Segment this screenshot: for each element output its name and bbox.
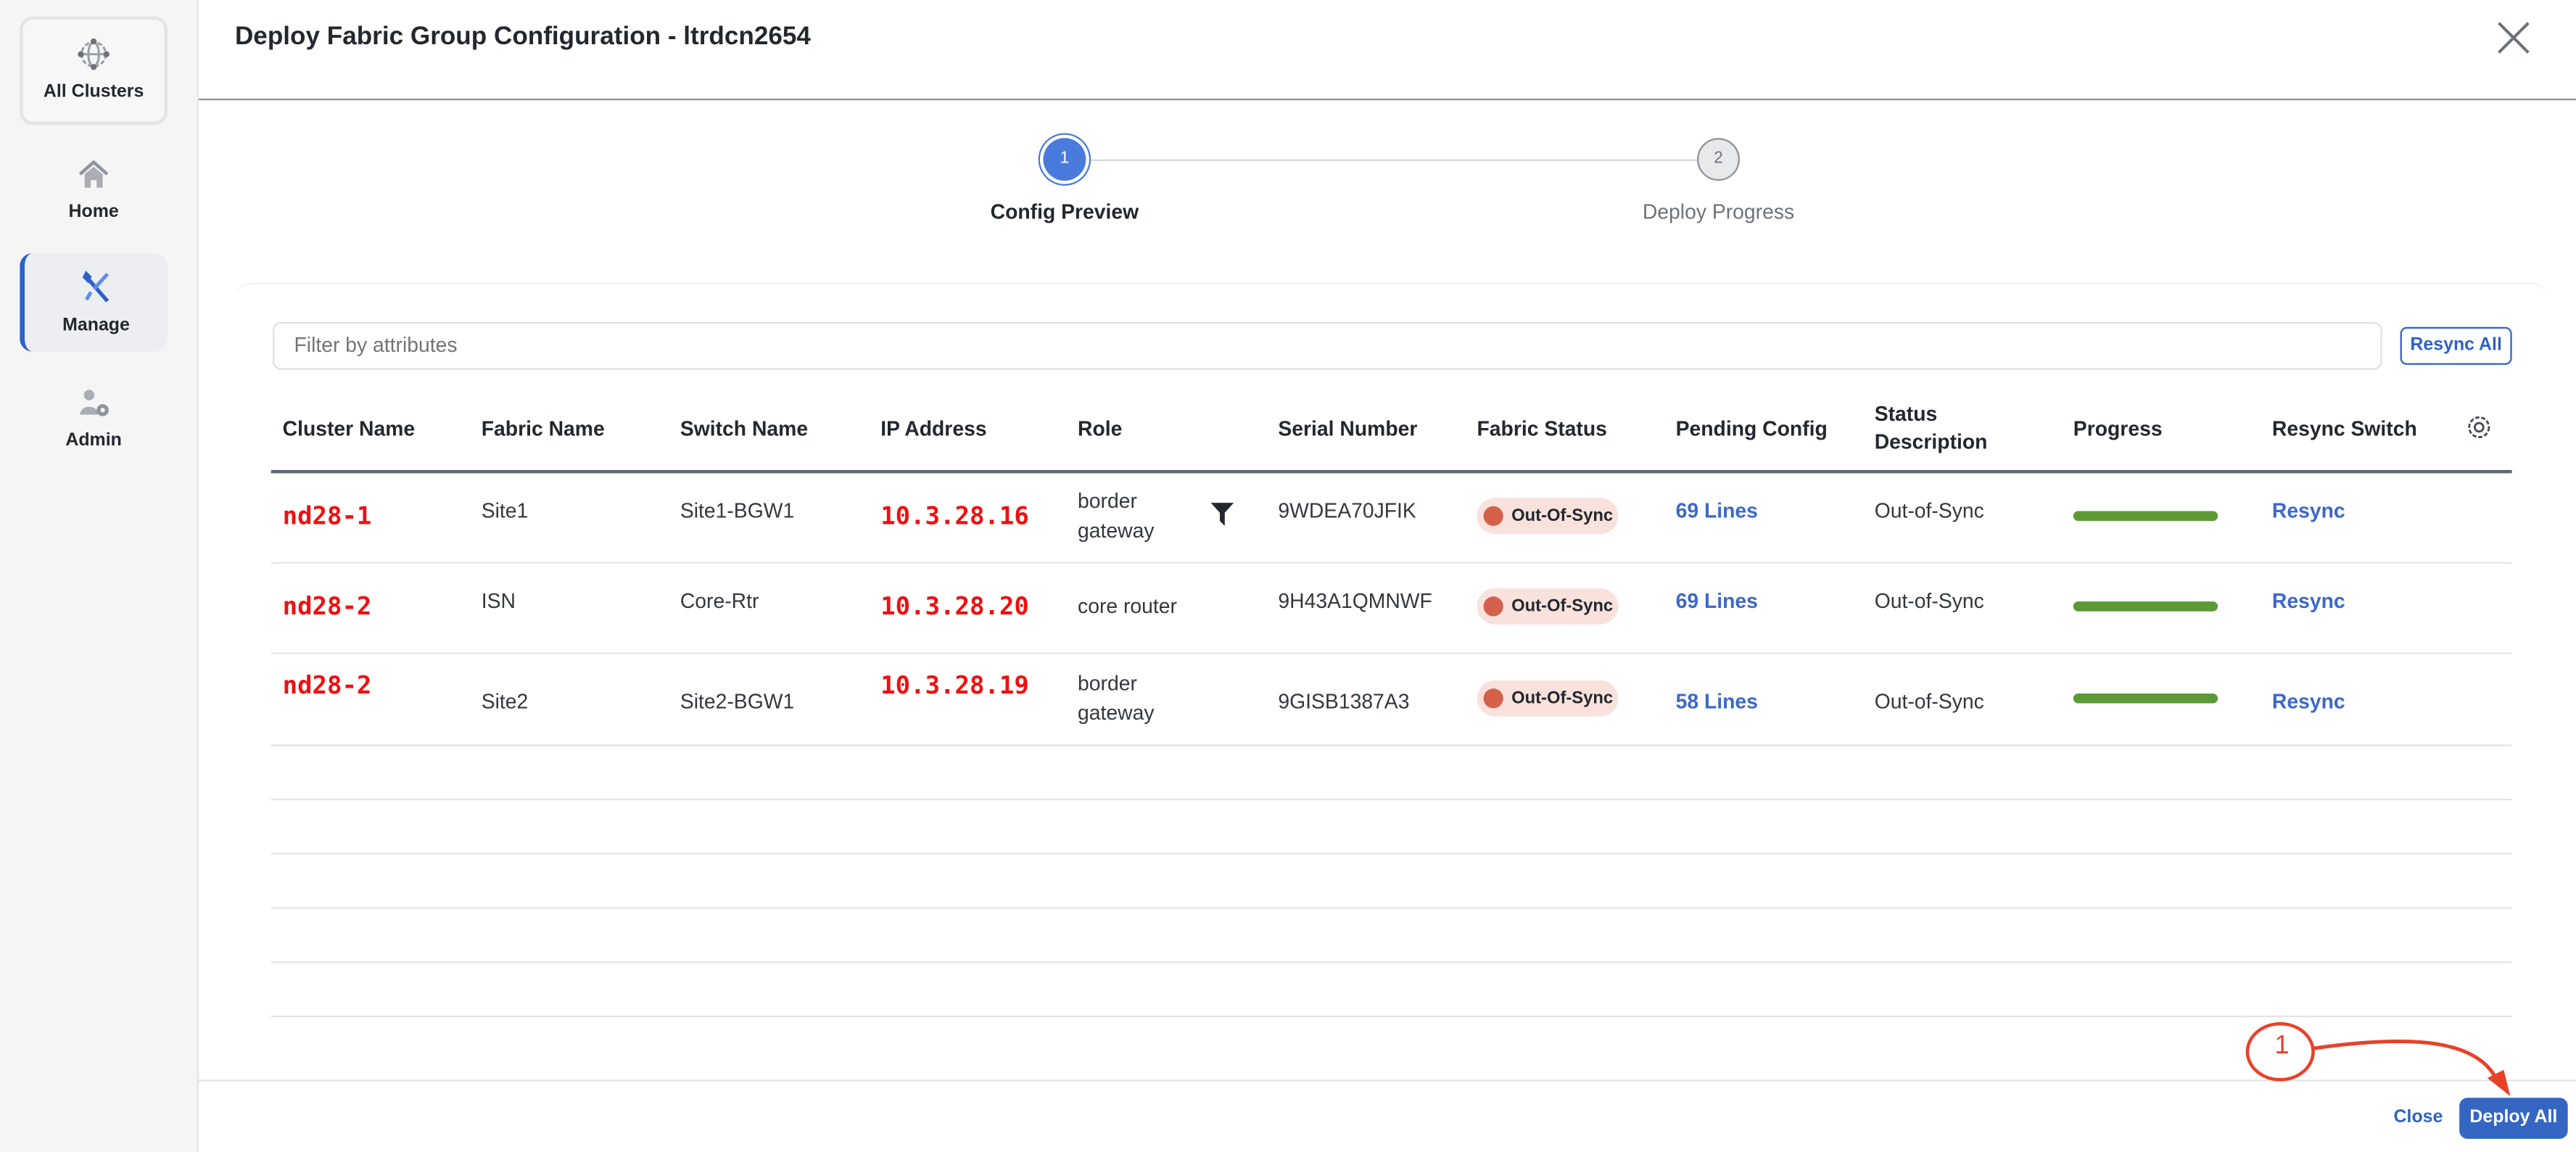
switch-cell: Core-Rtr <box>680 590 759 613</box>
column-header[interactable]: Serial Number <box>1278 417 1418 441</box>
modal-title: Deploy Fabric Group Configuration - ltrd… <box>234 22 811 52</box>
status-badge-text: Out-Of-Sync <box>1511 596 1614 617</box>
step-2-label: Deploy Progress <box>1642 200 1795 224</box>
sidebar-item-label: Manage <box>62 315 130 336</box>
column-header[interactable]: IP Address <box>880 417 987 441</box>
header-divider <box>271 469 2512 474</box>
column-header[interactable]: Pending Config <box>1675 417 1828 441</box>
ip-cell: 10.3.28.20 <box>880 591 1029 622</box>
resync-cell[interactable]: Resync <box>2271 690 2345 714</box>
pending-cell[interactable]: 69 Lines <box>1675 499 1758 523</box>
step-1-indicator: 1 <box>1043 138 1086 181</box>
empty-row-divider <box>271 961 2512 963</box>
pending-cell[interactable]: 69 Lines <box>1675 590 1758 613</box>
sidebar-item-admin[interactable]: Admin <box>20 384 168 450</box>
empty-row-divider <box>271 852 2512 855</box>
modal-header: Deploy Fabric Group Configuration - ltrd… <box>199 0 2576 101</box>
progress-bar <box>2073 693 2218 704</box>
column-header[interactable]: Resync Switch <box>2271 417 2417 441</box>
pending-cell[interactable]: 58 Lines <box>1675 690 1758 714</box>
status-dot-icon <box>1483 688 1503 709</box>
status-dot-icon <box>1483 596 1503 617</box>
progress-bar <box>2073 601 2218 612</box>
empty-row-divider <box>271 907 2512 909</box>
status-badge: Out-Of-Sync <box>1477 680 1619 717</box>
column-header[interactable]: Progress <box>2073 417 2163 441</box>
resync-cell[interactable]: Resync <box>2271 590 2345 613</box>
status-desc-cell: Out-of-Sync <box>1874 690 1984 714</box>
close-button[interactable]: Close <box>2393 1107 2443 1127</box>
role-cell: border gateway <box>1078 490 1155 543</box>
annotation-arrow <box>2245 1022 2511 1096</box>
table-card <box>234 282 2548 1090</box>
role-cell: border gateway <box>1078 672 1155 725</box>
sidebar-item-all-clusters[interactable]: All Clusters <box>20 16 168 126</box>
gear-icon[interactable] <box>2466 414 2492 440</box>
tools-icon <box>81 271 109 303</box>
sidebar-item-home[interactable]: Home <box>20 156 168 222</box>
column-header[interactable]: Role <box>1078 417 1123 441</box>
column-header[interactable]: Fabric Status <box>1477 417 1607 441</box>
fabric-cell: Site2 <box>481 690 529 714</box>
progress-fill <box>2073 693 2218 704</box>
close-icon[interactable] <box>2496 20 2532 56</box>
status-desc-cell: Out-of-Sync <box>1874 499 1984 523</box>
table-row <box>271 562 2512 654</box>
status-badge-text: Out-Of-Sync <box>1511 506 1614 526</box>
empty-row-divider <box>271 1015 2512 1018</box>
serial-cell: 9WDEA70JFIK <box>1278 499 1416 523</box>
home-icon <box>78 160 109 188</box>
serial-cell: 9GISB1387A3 <box>1278 690 1410 714</box>
status-badge-text: Out-Of-Sync <box>1511 688 1614 709</box>
deploy-all-button[interactable]: Deploy All <box>2459 1098 2568 1139</box>
cluster-cell: nd28-1 <box>282 501 372 531</box>
switch-cell: Site1-BGW1 <box>680 499 795 523</box>
role-cell: core router <box>1078 595 1177 618</box>
ip-cell: 10.3.28.16 <box>880 501 1029 531</box>
step-1-label: Config Preview <box>990 200 1139 224</box>
annotation-number: 1 <box>2274 1032 2290 1061</box>
sidebar-item-manage[interactable]: Manage <box>20 252 168 352</box>
table-row <box>271 654 2512 746</box>
sidebar-item-label: All Clusters <box>43 82 144 102</box>
column-header[interactable]: Fabric Name <box>481 417 605 441</box>
step-2-indicator: 2 <box>1697 138 1740 181</box>
cluster-cell: nd28-2 <box>282 591 372 622</box>
fabric-cell: Site1 <box>481 499 529 523</box>
footer-divider <box>199 1079 2576 1082</box>
globe-network-icon <box>78 38 110 70</box>
cluster-cell: nd28-2 <box>282 670 372 701</box>
fabric-cell: ISN <box>481 590 516 613</box>
column-header[interactable]: Status Description <box>1874 402 1988 454</box>
resync-cell[interactable]: Resync <box>2271 499 2345 523</box>
deploy-modal: Deploy Fabric Group Configuration - ltrd… <box>199 0 2576 1152</box>
user-gear-icon <box>80 390 109 416</box>
column-header[interactable]: Switch Name <box>680 417 809 441</box>
serial-cell: 9H43A1QMNWF <box>1278 590 1432 613</box>
ip-cell: 10.3.28.19 <box>880 670 1029 701</box>
sidebar: All Clusters Home Manage Admin <box>0 0 199 1152</box>
sidebar-item-label: Admin <box>65 430 122 450</box>
progress-fill <box>2073 511 2218 522</box>
sidebar-item-label: Home <box>68 202 119 222</box>
status-badge: Out-Of-Sync <box>1477 588 1619 625</box>
status-desc-cell: Out-of-Sync <box>1874 590 1984 613</box>
column-header[interactable]: Cluster Name <box>282 417 416 441</box>
progress-fill <box>2073 601 2218 612</box>
filter-icon[interactable] <box>1210 501 1234 536</box>
status-badge: Out-Of-Sync <box>1477 498 1619 535</box>
status-dot-icon <box>1483 506 1503 526</box>
empty-row-divider <box>271 798 2512 801</box>
switch-cell: Site2-BGW1 <box>680 690 795 714</box>
stepper-line <box>1087 159 1719 161</box>
table-row <box>271 472 2512 564</box>
resync-all-button[interactable]: Resync All <box>2400 326 2512 365</box>
filter-input[interactable] <box>273 321 2382 370</box>
progress-bar <box>2073 511 2218 522</box>
